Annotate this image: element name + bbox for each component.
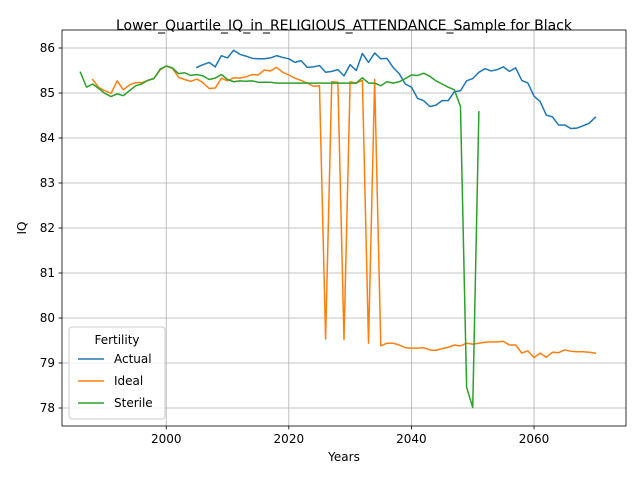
legend-title: Fertility [94, 333, 139, 347]
y-tick-label: 86 [40, 41, 55, 55]
x-tick-label: 2060 [519, 432, 550, 446]
y-tick-label: 85 [40, 86, 55, 100]
legend-label-ideal: Ideal [114, 374, 143, 388]
y-axis-ticks: 78 79 80 81 82 83 84 85 86 [40, 41, 62, 415]
y-tick-label: 83 [40, 176, 55, 190]
x-tick-label: 2020 [274, 432, 305, 446]
legend-label-actual: Actual [114, 352, 152, 366]
series-line-ideal [91, 65, 597, 359]
x-tick-label: 2040 [396, 432, 427, 446]
y-tick-label: 81 [40, 266, 55, 280]
y-tick-label: 80 [40, 311, 55, 325]
x-axis-label: Years [327, 450, 360, 464]
y-tick-label: 84 [40, 131, 55, 145]
chart-title: Lower_Quartile_IQ_in_RELIGIOUS_ATTENDANC… [116, 18, 573, 34]
legend-box [68, 326, 166, 420]
y-tick-label: 78 [40, 401, 55, 415]
legend-label-sterile: Sterile [114, 396, 153, 410]
y-axis-label: IQ [15, 222, 29, 235]
y-tick-label: 82 [40, 221, 55, 235]
legend[interactable]: Fertility Actual Ideal Sterile [68, 326, 166, 420]
series-lines [79, 49, 597, 409]
y-tick-label: 79 [40, 356, 55, 370]
grid [62, 30, 626, 426]
x-tick-label: 2000 [151, 432, 182, 446]
x-axis-ticks: 2000 2020 2040 2060 [151, 426, 549, 446]
series-line-actual [195, 49, 597, 130]
series-line-sterile [79, 65, 480, 409]
